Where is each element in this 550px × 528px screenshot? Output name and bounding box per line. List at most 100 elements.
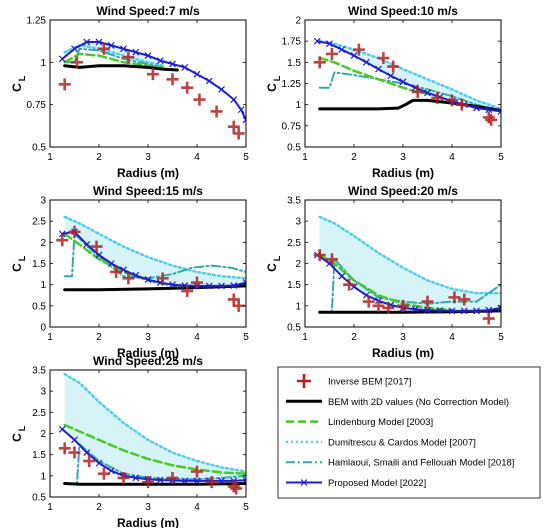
y-tick-label: 2.5 <box>32 217 46 228</box>
model-band <box>319 41 501 112</box>
data-point <box>144 52 152 59</box>
legend-item: Hamlaoui, Smaili and Fellouah Model [201… <box>286 458 514 469</box>
legend-label: Lindenburg Model [2003] <box>328 417 433 428</box>
data-point <box>95 38 103 46</box>
y-tick-label: 1.5 <box>32 450 46 461</box>
data-point <box>68 225 81 238</box>
series-line <box>63 52 164 69</box>
data-point <box>227 293 240 306</box>
y-tick-label: 1 <box>40 58 46 69</box>
y-tick-label: 2.5 <box>287 238 301 249</box>
data-point <box>473 104 480 112</box>
series-4 <box>318 215 501 295</box>
data-point <box>232 299 245 312</box>
data-point <box>97 42 110 55</box>
series-4 <box>63 372 246 473</box>
y-tick-label: 1.5 <box>287 58 301 69</box>
x-tick-label: 5 <box>498 152 504 163</box>
x-tick-label: 2 <box>351 332 357 343</box>
y-axis-label: CL <box>265 75 282 92</box>
data-point <box>362 58 370 66</box>
data-point <box>193 93 206 106</box>
y-axis-label-subscript: L <box>17 425 27 431</box>
data-point <box>122 272 135 285</box>
x-tick-label: 5 <box>243 502 249 513</box>
series-5 <box>318 71 501 112</box>
x-axis-label: Radius (m) <box>117 516 179 528</box>
data-point <box>144 276 152 284</box>
series-1 <box>58 442 243 495</box>
x-tick-label: 4 <box>449 332 455 343</box>
data-point <box>218 86 225 93</box>
x-tick-label: 3 <box>400 152 406 163</box>
series-line <box>316 40 501 113</box>
chart-panels: 1 2 3 4 5 0.5 0.75 1 1.25 Wind Speed:7 m/s Radius … <box>10 4 504 528</box>
data-point <box>205 476 218 489</box>
data-point <box>110 265 123 278</box>
y-axis-label-subscript: L <box>272 255 282 261</box>
data-point <box>90 240 103 253</box>
data-point <box>485 113 498 126</box>
series-line <box>63 284 246 292</box>
series-3 <box>318 253 454 312</box>
series-5 <box>63 232 246 280</box>
data-point <box>117 471 130 484</box>
data-point <box>473 307 480 315</box>
data-point <box>68 446 81 459</box>
x-axis-label: Radius (m) <box>372 166 434 180</box>
data-point <box>242 476 246 484</box>
y-tick-label: 1.5 <box>287 280 301 291</box>
y-tick-label: 0.75 <box>282 121 302 132</box>
series-1 <box>313 249 495 325</box>
data-point <box>95 251 103 259</box>
chart-title: Wind Speed:10 m/s <box>348 4 458 18</box>
series-2 <box>63 284 246 292</box>
series-line <box>61 230 246 287</box>
data-point <box>497 108 501 115</box>
data-point <box>95 459 103 467</box>
series-2 <box>63 482 246 486</box>
x-tick-label: 1 <box>47 332 53 343</box>
y-axis-label: CL <box>10 75 27 92</box>
x-tick-label: 3 <box>400 332 406 343</box>
series-line <box>63 232 246 280</box>
data-point <box>181 285 194 298</box>
x-tick-label: 2 <box>351 152 357 163</box>
data-point <box>230 282 238 289</box>
y-tick-label: 2.5 <box>32 408 46 419</box>
y-tick-label: 1.75 <box>282 37 302 48</box>
data-point <box>166 73 179 86</box>
x-tick-label: 5 <box>498 332 504 343</box>
legend-swatch <box>297 374 311 388</box>
series-line <box>63 64 179 72</box>
x-tick-label: 1 <box>47 502 53 513</box>
data-point <box>455 98 468 111</box>
y-tick-label: 0.5 <box>32 143 46 154</box>
data-point <box>352 43 365 56</box>
data-point <box>446 94 458 107</box>
x-tick-label: 1 <box>47 152 53 163</box>
legend-item: Inverse BEM [2017] <box>297 374 411 388</box>
data-point <box>83 38 91 46</box>
chart-title: Wind Speed:25 m/s <box>93 354 203 368</box>
series-line <box>63 482 246 486</box>
data-point <box>156 57 164 65</box>
data-point <box>169 281 176 289</box>
y-tick-label: 0.5 <box>287 143 301 154</box>
data-point <box>166 471 179 484</box>
data-point <box>411 85 424 98</box>
legend-label: BEM with 2D values (No Correction Model) <box>328 397 509 408</box>
data-point <box>350 52 358 59</box>
data-point <box>343 278 356 291</box>
data-point <box>242 116 246 124</box>
model-band <box>64 374 246 481</box>
data-point <box>485 306 493 314</box>
legend-label: Hamlaoui, Smaili and Fellouah Model [201… <box>328 458 514 469</box>
data-point <box>70 56 83 69</box>
data-point <box>230 96 238 104</box>
y-axis-label: CL <box>10 255 27 272</box>
data-point <box>411 305 419 313</box>
data-point <box>120 45 127 53</box>
legend-item: Proposed Model [2022] <box>286 478 426 489</box>
